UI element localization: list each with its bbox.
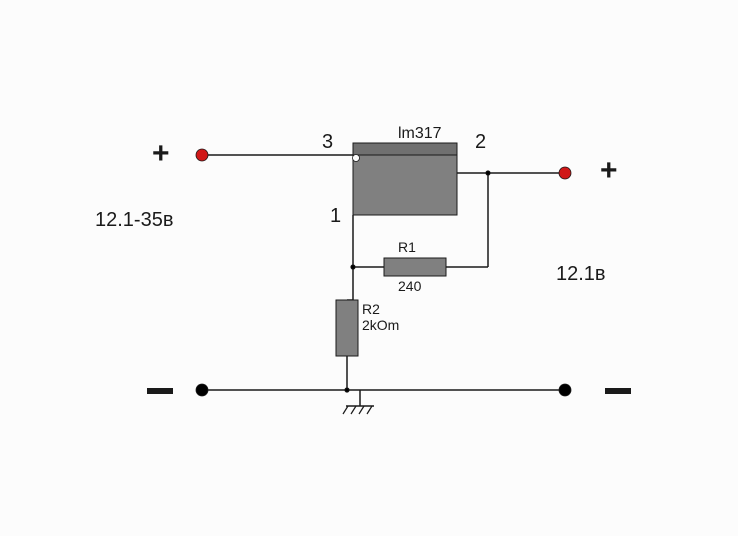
terminal-out-plus [559, 167, 571, 179]
junction-adj [351, 265, 355, 269]
label-pin1: 1 [330, 205, 341, 227]
ic-tab [353, 143, 457, 155]
symbol-plus-out: + [600, 154, 618, 187]
label-r2-val: 2kOm [362, 317, 399, 333]
resistor-r2 [336, 300, 358, 356]
junction-out [486, 171, 490, 175]
symbol-minus-in [147, 388, 173, 394]
symbol-plus-in: + [152, 137, 170, 170]
resistor-r1 [384, 258, 446, 276]
ground-hatch [351, 406, 356, 414]
label-r2-name: R2 [362, 301, 380, 317]
label-vout: 12.1в [556, 263, 606, 285]
terminal-out-minus [559, 384, 571, 396]
label-r1-name: R1 [398, 239, 416, 255]
ic-body [353, 155, 457, 215]
ground-hatch [367, 406, 372, 414]
label-pin3: 3 [322, 131, 333, 153]
symbol-minus-out [605, 388, 631, 394]
circuit-schematic: lm317 3 2 1 R1 240 R22kOm 12.1-35в 12.1в + + [0, 0, 738, 536]
ground-hatch [359, 406, 364, 414]
terminal-in-minus [196, 384, 208, 396]
terminal-in-plus [196, 149, 208, 161]
junction-gnd [345, 388, 349, 392]
label-pin2: 2 [475, 131, 486, 153]
ic-pin1-mark [353, 155, 360, 162]
label-r1-val: 240 [398, 278, 422, 294]
label-vin: 12.1-35в [95, 209, 173, 231]
label-ic: lm317 [398, 125, 442, 142]
ground-hatch [343, 406, 348, 414]
